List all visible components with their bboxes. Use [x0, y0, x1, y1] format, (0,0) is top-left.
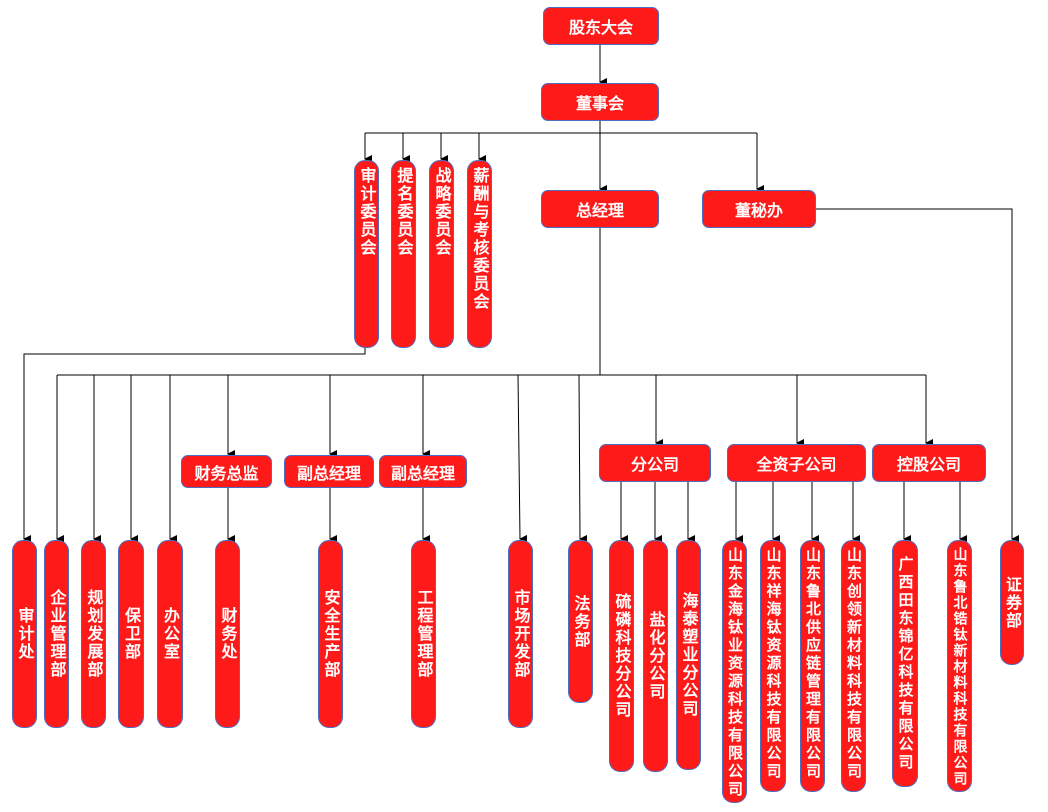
node-department: 企业管理部	[44, 540, 69, 728]
node-label: 保卫部	[122, 607, 141, 661]
node-label: 办公室	[161, 607, 180, 661]
node-label: 薪酬与考核委员会	[470, 167, 490, 311]
node-label: 山东金海钛业资源科技有限公司	[726, 547, 744, 799]
node-label: 规划发展部	[84, 589, 104, 679]
node-label: 市场开发部	[511, 589, 531, 679]
node-label: 分公司	[630, 455, 679, 474]
node-committee: 战略委员会	[429, 160, 454, 348]
node-subsidiary: 山东祥海钛资源科技有限公司	[760, 540, 786, 792]
node-board: 董事会	[541, 83, 659, 121]
node-board-secretary: 董秘办	[702, 190, 816, 228]
node-securities: 证券部	[1000, 540, 1024, 665]
node-department: 办公室	[157, 540, 183, 728]
node-label: 广西田东锦亿科技有限公司	[896, 555, 915, 772]
node-label: 副总经理	[296, 463, 361, 483]
node-subsidiary: 山东金海钛业资源科技有限公司	[722, 540, 747, 803]
node-label: 海泰塑业分公司	[679, 592, 699, 718]
node-committee: 审计委员会	[354, 160, 379, 348]
node-label: 股东大会	[568, 18, 633, 37]
node-label: 审计处	[15, 607, 35, 661]
node-vice-gm: 副总经理	[379, 455, 467, 488]
node-general-manager: 总经理	[541, 190, 659, 228]
node-vice-gm: 副总经理	[284, 455, 374, 488]
node-holding-company: 广西田东锦亿科技有限公司	[892, 540, 918, 787]
node-label: 盐化分公司	[646, 611, 666, 701]
node-branches: 分公司	[599, 444, 711, 482]
node-label: 战略委员会	[432, 167, 452, 257]
node-label: 山东祥海钛资源科技有限公司	[764, 547, 783, 781]
node-label: 副总经理	[390, 463, 455, 483]
node-label: 控股公司	[896, 455, 961, 474]
node-department: 市场开发部	[508, 540, 533, 728]
node-committee: 薪酬与考核委员会	[467, 160, 492, 348]
node-label: 山东鲁北锆钛新材料科技有限公司	[951, 547, 968, 787]
node-label: 全资子公司	[756, 455, 837, 474]
node-wholly-owned: 全资子公司	[727, 444, 866, 482]
node-department: 工程管理部	[411, 540, 436, 728]
node-label: 山东鲁北供应链管理有限公司	[804, 547, 822, 781]
node-shareholders: 股东大会	[543, 7, 659, 45]
node-department: 安全生产部	[318, 540, 343, 728]
node-holding: 控股公司	[872, 444, 986, 482]
node-label: 董事会	[575, 94, 624, 113]
node-label: 董秘办	[734, 201, 783, 220]
node-label: 工程管理部	[414, 589, 434, 679]
node-cfo: 财务总监	[181, 455, 272, 488]
node-branch: 海泰塑业分公司	[676, 540, 701, 770]
node-department: 审计处	[12, 540, 37, 728]
node-label: 安全生产部	[321, 589, 341, 679]
node-label: 企业管理部	[47, 589, 67, 679]
node-label: 证券部	[1003, 575, 1022, 630]
node-department: 财务处	[215, 540, 240, 728]
node-branch: 盐化分公司	[643, 540, 668, 772]
node-label: 山东创领新材料科技有限公司	[845, 547, 863, 781]
node-subsidiary: 山东创领新材料科技有限公司	[841, 540, 866, 792]
node-subsidiary: 山东鲁北供应链管理有限公司	[800, 540, 825, 792]
node-department: 规划发展部	[81, 540, 106, 728]
node-label: 财务处	[218, 607, 238, 661]
node-label: 审计委员会	[357, 167, 377, 257]
node-department: 法务部	[568, 540, 593, 703]
node-branch: 硫磷科技分公司	[609, 540, 634, 772]
node-label: 硫磷科技分公司	[612, 593, 632, 719]
node-label: 法务部	[571, 594, 591, 649]
node-department: 保卫部	[118, 540, 144, 728]
node-label: 提名委员会	[394, 167, 414, 257]
node-holding-company: 山东鲁北锆钛新材料科技有限公司	[947, 540, 972, 792]
node-committee: 提名委员会	[391, 160, 416, 348]
node-label: 总经理	[575, 201, 624, 220]
node-label: 财务总监	[194, 463, 259, 483]
